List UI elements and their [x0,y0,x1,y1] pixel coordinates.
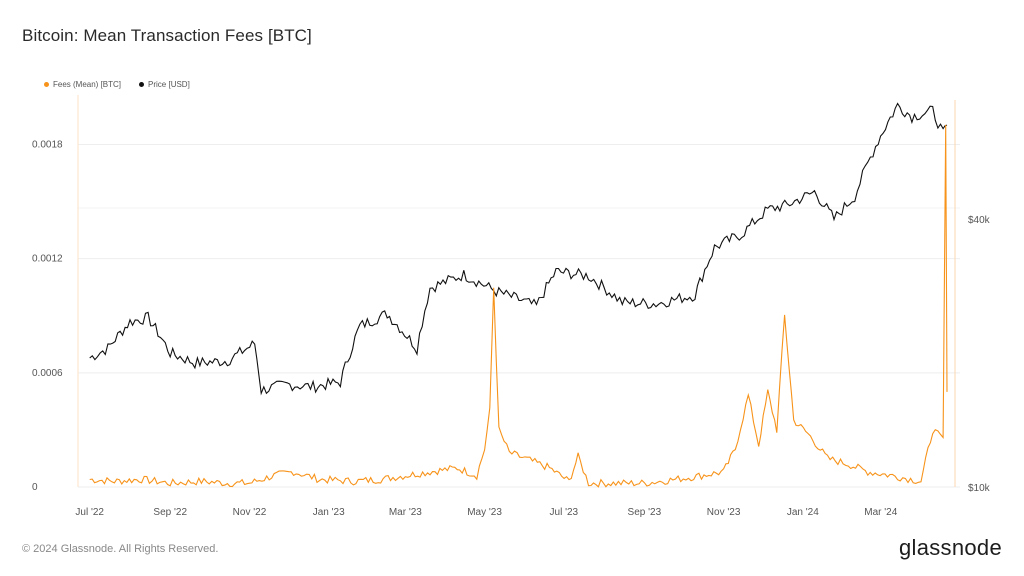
legend-item-fees[interactable]: Fees (Mean) [BTC] [44,80,121,89]
brand-logo: glassnode [899,535,1002,560]
y-right-tick-label: $40k [968,215,991,226]
y-right-tick-label: $10k [968,483,991,494]
chart-title: Bitcoin: Mean Transaction Fees [BTC] [22,26,312,45]
x-tick-label: Sep '22 [153,507,187,518]
x-tick-label: Mar '23 [389,507,422,518]
y-left-tick-label: 0.0006 [32,368,63,379]
x-tick-label: Jan '23 [313,507,345,518]
y-left-tick-label: 0 [32,482,38,493]
x-tick-label: Nov '23 [707,507,741,518]
legend-item-price[interactable]: Price [USD] [139,80,190,89]
y-left-tick-label: 0.0018 [32,139,63,150]
price-series-line [89,102,948,396]
x-tick-label: May '23 [467,507,502,518]
fees-series-line [89,124,948,488]
legend-swatch-fees [44,82,49,87]
legend-label-fees: Fees (Mean) [BTC] [53,80,122,89]
legend-swatch-price [139,82,145,87]
y-left-tick-label: 0.0012 [32,254,63,265]
x-tick-label: Jul '23 [550,507,579,518]
legend-label-price: Price [USD] [148,80,190,89]
x-tick-label: Jul '22 [75,507,104,518]
x-tick-label: Nov '22 [233,507,267,518]
x-tick-label: Sep '23 [628,507,662,518]
copyright-text: © 2024 Glassnode. All Rights Reserved. [22,543,219,555]
chart-legend: Fees (Mean) [BTC] Price [USD] [44,80,190,89]
x-tick-label: Jan '24 [787,507,819,518]
x-tick-label: Mar '24 [864,507,897,518]
